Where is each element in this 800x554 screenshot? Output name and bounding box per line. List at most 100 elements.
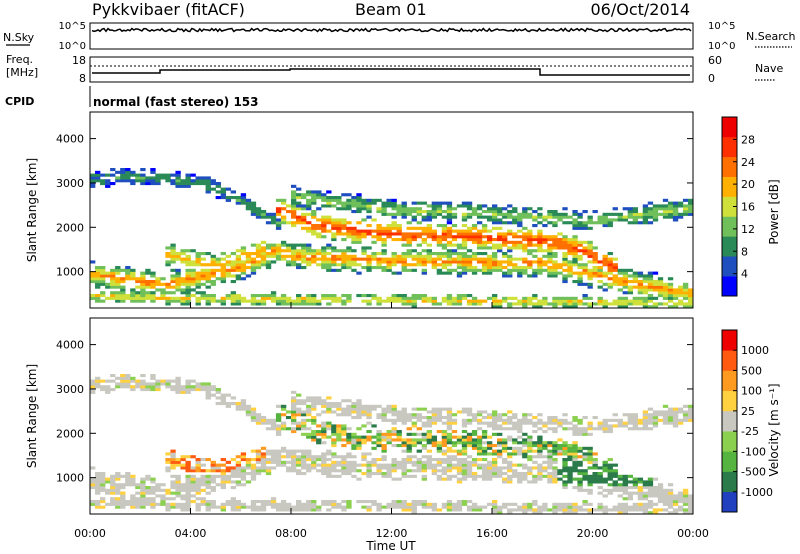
y-tick-label: 3000 — [56, 177, 84, 190]
power-cell — [210, 268, 216, 272]
power-cell — [527, 299, 533, 303]
velocity-cell — [336, 424, 342, 428]
velocity-cell — [165, 502, 171, 506]
velocity-cell — [280, 427, 287, 431]
power-cell — [476, 243, 483, 247]
velocity-cell — [235, 480, 242, 484]
power-cell — [265, 294, 272, 298]
power-cell — [672, 212, 679, 216]
velocity-cell — [502, 413, 508, 417]
velocity-cell — [225, 404, 232, 408]
velocity-cell — [160, 488, 166, 492]
velocity-cell — [517, 441, 523, 445]
velocity-cell — [416, 416, 422, 420]
velocity-cell — [361, 424, 367, 428]
power-cell — [100, 182, 106, 186]
power-cell — [527, 263, 533, 267]
velocity-cell — [341, 508, 347, 512]
power-cell — [466, 201, 473, 205]
velocity-cell — [527, 508, 533, 512]
velocity-cell — [160, 494, 166, 498]
velocity-cell — [391, 427, 397, 431]
power-cell — [306, 243, 312, 247]
power-cell — [205, 184, 211, 188]
power-cell — [175, 285, 181, 289]
power-cell — [90, 280, 96, 284]
power-cell — [471, 254, 478, 258]
power-cell — [411, 257, 417, 261]
velocity-cell — [260, 446, 267, 450]
power-cell — [512, 232, 518, 236]
velocity-cell — [456, 508, 463, 512]
velocity-cell — [311, 418, 317, 422]
power-cell — [301, 226, 307, 230]
velocity-cell — [411, 455, 417, 459]
power-cell — [426, 254, 433, 258]
velocity-cell — [642, 505, 649, 509]
velocity-cell — [451, 508, 458, 512]
power-cell — [160, 176, 166, 180]
power-cell — [341, 218, 347, 222]
velocity-cell — [441, 502, 448, 506]
velocity-cell — [411, 460, 417, 464]
velocity-cell — [552, 441, 558, 445]
velocity-cell — [517, 430, 523, 434]
velocity-cell — [200, 497, 206, 501]
power-cell — [677, 212, 684, 216]
velocity-cell — [592, 416, 598, 420]
velocity-cell — [346, 435, 352, 439]
velocity-cell — [406, 469, 412, 473]
power-cell — [502, 240, 508, 244]
velocity-cell — [527, 438, 533, 442]
power-cell — [406, 268, 412, 272]
velocity-cell — [275, 455, 282, 459]
velocity-cell — [391, 505, 397, 509]
power-cell — [265, 215, 272, 219]
velocity-cell — [471, 458, 478, 462]
power-cell — [175, 274, 181, 278]
power-cell — [291, 210, 297, 214]
velocity-cell — [331, 469, 337, 473]
velocity-cell — [537, 511, 543, 515]
power-cell — [622, 302, 628, 306]
velocity-cell — [150, 497, 156, 501]
power-cell — [130, 291, 136, 295]
velocity-cell — [401, 407, 407, 411]
power-cell — [130, 294, 136, 298]
time-xlabel: Time UT — [365, 539, 416, 553]
velocity-cell — [637, 502, 644, 506]
velocity-cell — [507, 480, 513, 484]
velocity-cell — [622, 502, 628, 506]
velocity-cell — [165, 458, 171, 462]
velocity-cell — [371, 424, 377, 428]
velocity-cell — [326, 410, 332, 414]
velocity-cell — [577, 421, 583, 425]
velocity-cell — [567, 505, 573, 509]
power-cell — [180, 282, 186, 286]
power-cell — [632, 210, 639, 214]
power-cell — [356, 271, 362, 275]
velocity-cell — [150, 491, 156, 495]
power-cell — [512, 235, 518, 239]
velocity-cell — [361, 410, 367, 414]
power-cell — [386, 235, 392, 239]
velocity-cell — [637, 488, 644, 492]
power-cell — [160, 282, 166, 286]
velocity-cell — [527, 441, 533, 445]
power-cell — [547, 212, 553, 216]
velocity-cell — [225, 460, 232, 464]
velocity-cell — [396, 430, 402, 434]
power-cell — [647, 277, 654, 281]
velocity-cell — [682, 413, 689, 417]
velocity-cell — [311, 416, 317, 420]
velocity-cell — [431, 407, 438, 411]
velocity-cell — [280, 424, 287, 428]
power-cell — [471, 240, 478, 244]
velocity-cell — [160, 502, 166, 506]
velocity-cell — [155, 494, 161, 498]
power-cell — [667, 299, 674, 303]
power-cell — [502, 274, 508, 278]
velocity-cell — [145, 488, 151, 492]
power-cell — [100, 282, 106, 286]
power-cell — [270, 291, 277, 295]
